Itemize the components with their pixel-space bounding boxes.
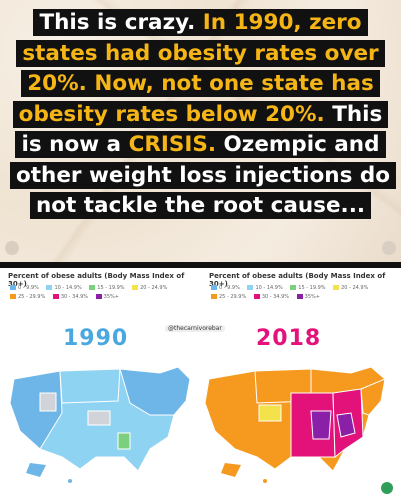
legend-item: 25 - 29.9% [211,294,246,300]
year-label: 2018 [256,326,322,351]
caption-background: This is crazy. In 1990, zero states had … [0,0,401,262]
year-label: 1990 [63,326,129,351]
legend-item: 25 - 29.9% [10,294,45,300]
legend-label: 10 - 14.9% [54,285,82,291]
legend-label: 25 - 29.9% [219,294,247,300]
carousel-prev-dot[interactable] [5,241,19,255]
caption-block: This is crazy. In 1990, zero states had … [10,9,397,219]
legend-item: 15 - 19.9% [89,285,125,291]
legend-item: 0 - 9.9% [10,285,39,291]
caption-part: This is crazy. [39,10,203,35]
legend-item: 30 - 34.9% [253,294,290,300]
legend-label: 30 - 34.9% [261,294,290,300]
legend-item: 10 - 14.9% [46,285,82,291]
caption-text: This is crazy. In 1990, zero states had … [10,8,397,222]
legend-label: 10 - 14.9% [255,285,283,291]
legend-label: 0 - 9.9% [18,285,39,291]
caption-part-highlight: CRISIS. [128,132,217,157]
caption-part: This is now a [21,101,383,158]
map-legend: 0 - 9.9% 10 - 14.9% 15 - 19.9% 20 - 24.9… [211,284,396,302]
caption-part-highlight: In 1990, zero states had obesity rates o… [18,10,379,127]
legend-item: 15 - 19.9% [290,285,326,291]
us-map-1990 [9,366,191,483]
legend-label: 15 - 19.9% [97,285,125,291]
legend-item: 20 - 24.9% [132,285,167,291]
map-panel-2018: Percent of obese adults (Body Mass Index… [201,268,401,500]
watermark: @thecarnivorebar [165,325,225,332]
legend-label: 0 - 9.9% [219,285,240,291]
carousel-next-dot[interactable] [382,241,396,255]
legend-item: 10 - 14.9% [247,285,283,291]
legend-label: 20 - 24.9% [140,285,168,291]
legend-item: 35%+ [296,294,320,300]
legend-label: 20 - 24.9% [341,285,369,291]
legend-item: 0 - 9.9% [211,285,240,291]
obesity-maps-image: Percent of obese adults (Body Mass Index… [0,268,401,500]
map-panel-1990: Percent of obese adults (Body Mass Index… [0,268,200,500]
us-map-2018 [204,366,386,483]
legend-label: 30 - 34.9% [60,294,89,300]
legend-item: 35%+ [95,294,119,300]
map-legend: 0 - 9.9% 10 - 14.9% 15 - 19.9% 20 - 24.9… [10,284,195,302]
legend-label: 15 - 19.9% [298,285,326,291]
legend-label: 35%+ [304,294,320,300]
legend-label: 25 - 29.9% [18,294,46,300]
globe-icon [381,482,393,494]
map-title: Percent of obese adults (Body Mass Index… [8,272,185,288]
legend-label: 35%+ [103,294,119,300]
caption-part: Ozempic and other weight loss injections… [16,132,391,218]
legend-item: 20 - 24.9% [333,285,368,291]
legend-item: 30 - 34.9% [52,294,89,300]
divider [0,262,401,268]
map-title: Percent of obese adults (Body Mass Index… [209,272,386,288]
